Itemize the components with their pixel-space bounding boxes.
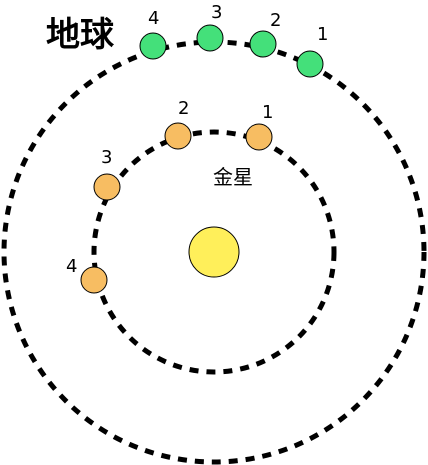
venus-position-4 — [80, 266, 108, 294]
earth-label-3: 3 — [211, 2, 222, 23]
earth-position-3 — [196, 24, 224, 52]
venus-label-4: 4 — [66, 256, 77, 277]
earth-position-4 — [139, 32, 167, 60]
venus-title: 金星 — [213, 165, 253, 189]
venus-position-3 — [93, 173, 121, 201]
venus-label-1: 1 — [262, 102, 273, 123]
earth-title: 地球 — [46, 15, 115, 55]
venus-position-1 — [245, 123, 273, 151]
earth-label-4: 4 — [148, 8, 159, 29]
venus-position-2 — [164, 122, 192, 150]
venus-label-2: 2 — [178, 98, 189, 119]
earth-label-2: 2 — [270, 10, 281, 31]
earth-position-2 — [249, 30, 277, 58]
venus-label-3: 3 — [101, 147, 112, 168]
sun — [188, 226, 240, 278]
venus-orbit — [91, 129, 337, 375]
earth-label-1: 1 — [317, 24, 328, 45]
earth-position-1 — [296, 50, 324, 78]
